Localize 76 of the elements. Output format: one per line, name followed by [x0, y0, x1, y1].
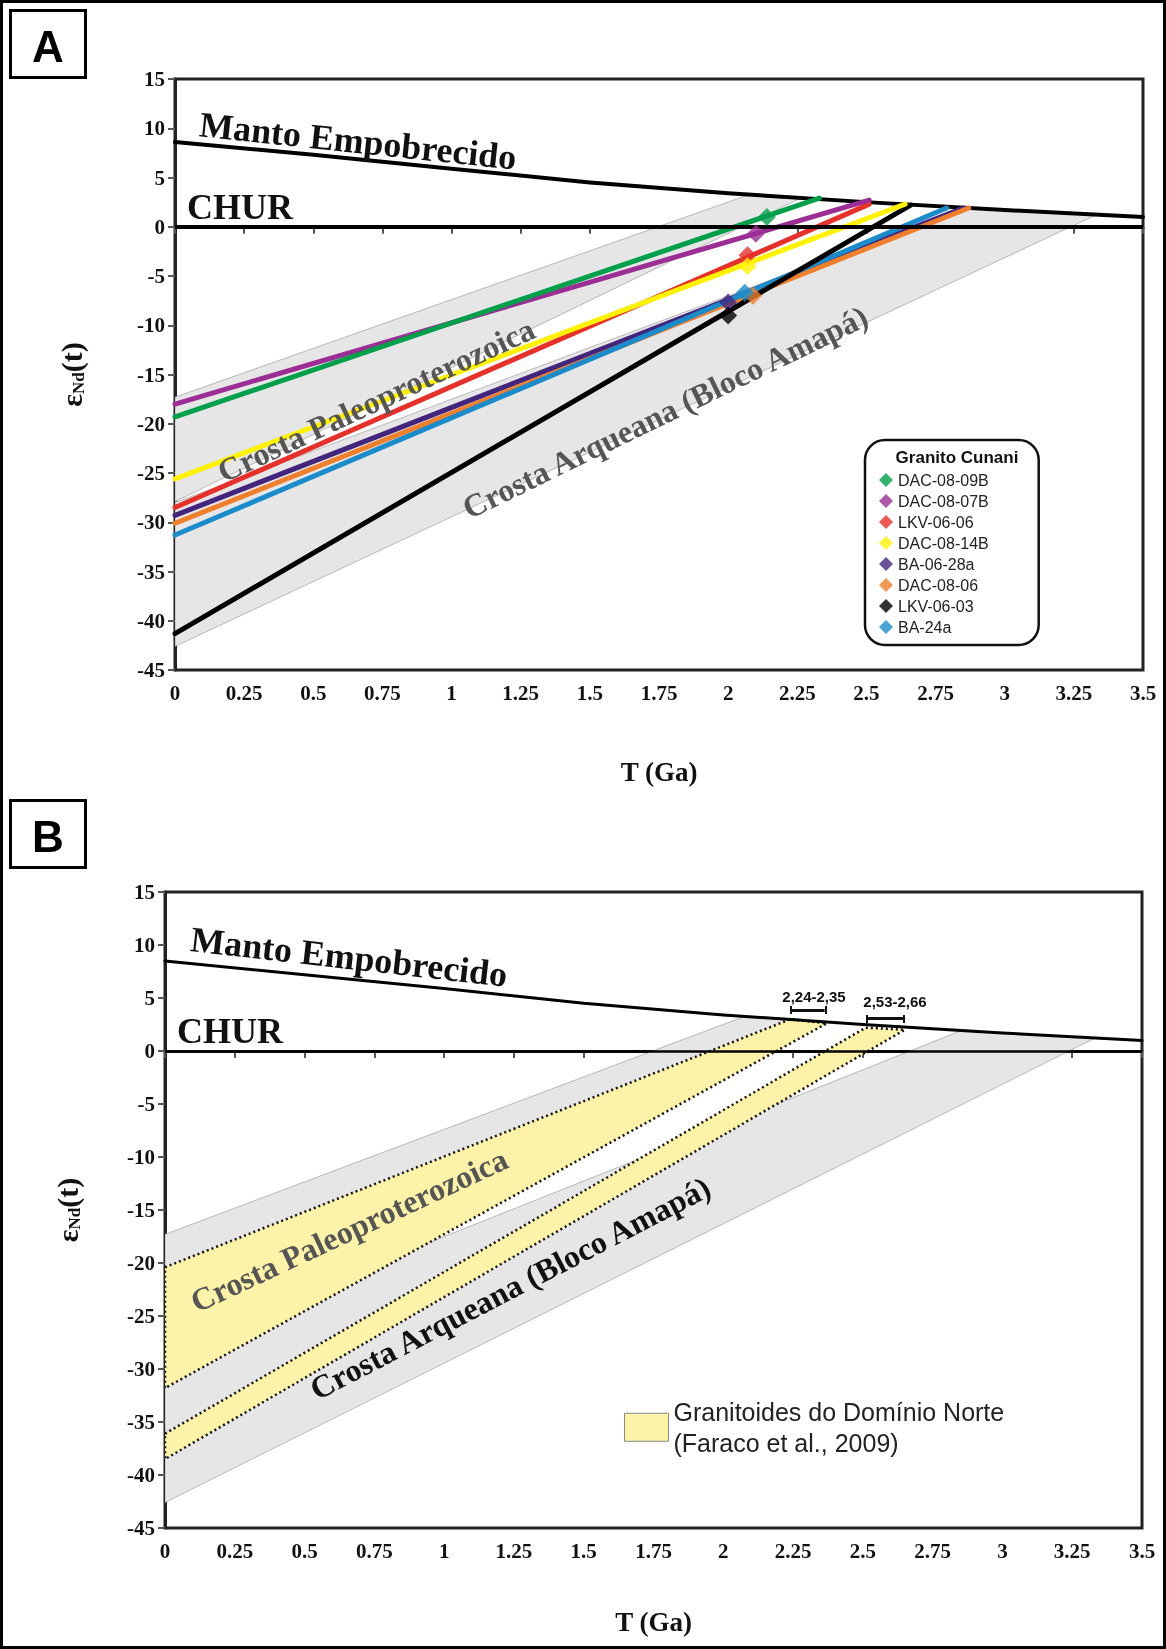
x-tick-label: 2 [718, 1538, 729, 1563]
x-tick-label: 1.75 [640, 680, 678, 705]
y-tick-label: -35 [127, 1410, 155, 1434]
y-tick-label: -5 [137, 1092, 155, 1116]
legend-label: DAC-08-07B [898, 492, 989, 510]
x-tick-label: 3.5 [1128, 1538, 1156, 1563]
y-tick-label: -45 [127, 1516, 155, 1540]
ref-line-label: CHUR [187, 186, 294, 227]
x-tick-label: 0.25 [225, 680, 263, 705]
annotation: 2,53-2,66 [863, 992, 927, 1010]
y-tick-label: -35 [137, 559, 165, 584]
y-tick-label: -10 [127, 1145, 155, 1169]
y-tick-label: -40 [127, 1463, 155, 1487]
legend-label: BA-06-28a [898, 555, 975, 573]
x-tick-label: 2.5 [853, 680, 880, 705]
y-tick-label: -10 [137, 313, 165, 338]
y-tick-label: 5 [144, 986, 155, 1010]
chart-title: B [32, 811, 64, 861]
legend-label: DAC-08-14B [898, 534, 989, 552]
x-tick-label: 1.75 [635, 1538, 672, 1563]
x-tick-label: 1.25 [495, 1538, 533, 1563]
y-tick-label: 10 [144, 116, 165, 141]
x-tick-label: 2 [722, 680, 734, 705]
legend-label: BA-24a [898, 618, 952, 636]
x-tick-label: 0.75 [364, 680, 401, 705]
x-tick-label: 1 [438, 1538, 450, 1563]
annotation: 2,24-2,35 [782, 987, 846, 1005]
x-tick-label: 2.75 [917, 680, 954, 705]
y-tick-label: -40 [137, 608, 165, 633]
y-axis-title: εNd(t) [55, 342, 89, 407]
y-tick-label: -30 [127, 1357, 155, 1381]
x-tick-label: 3.25 [1053, 1538, 1091, 1563]
x-tick-label: 2.5 [849, 1538, 876, 1563]
x-tick-label: 3.5 [1129, 680, 1157, 705]
legend-title: Granito Cunani [895, 447, 1019, 467]
y-tick-label: -15 [127, 1198, 155, 1222]
x-tick-label: 1.5 [576, 680, 603, 705]
x-tick-label: 3 [999, 680, 1010, 705]
legend-label: LKV-06-06 [898, 513, 974, 531]
legend-label: DAC-08-06 [898, 576, 979, 594]
annotation: Manto Empobrecido [197, 104, 519, 178]
x-axis-title: T (Ga) [620, 756, 698, 787]
y-tick-label: -25 [127, 1304, 155, 1328]
x-tick-label: 0.25 [216, 1538, 254, 1563]
x-tick-label: 1.25 [502, 680, 540, 705]
x-tick-label: 2.25 [778, 680, 816, 705]
legend-label: Granitoides do Domínio Norte (Faraco et al., 2009) [673, 1397, 1012, 1457]
legend-label: DAC-08-09B [898, 471, 989, 489]
x-tick-label: 1.5 [570, 1538, 597, 1563]
y-tick-label: -5 [147, 264, 165, 288]
ref-line-label: CHUR [177, 1011, 284, 1051]
x-tick-label: 0.75 [355, 1538, 393, 1563]
y-tick-label: 15 [144, 67, 165, 91]
y-tick-label: 15 [134, 880, 155, 904]
x-tick-label: 0.5 [300, 680, 327, 705]
x-tick-label: 2.75 [914, 1538, 952, 1563]
y-tick-label: 0 [154, 214, 165, 239]
x-tick-label: 0.5 [291, 1538, 318, 1563]
y-tick-label: -30 [137, 510, 165, 535]
legend-label: LKV-06-03 [898, 597, 974, 615]
x-tick-label: 1 [446, 680, 457, 705]
annotation: Manto Empobrecido [188, 919, 510, 995]
x-tick-label: 3.25 [1055, 680, 1093, 705]
y-tick-label: 5 [154, 165, 165, 190]
x-tick-label: 2.25 [774, 1538, 812, 1563]
y-axis-title: εNd(t) [51, 1177, 85, 1243]
chart-title: A [32, 21, 64, 71]
y-tick-label: -15 [137, 362, 165, 387]
x-tick-label: 3 [997, 1538, 1008, 1563]
y-tick-label: -20 [137, 411, 165, 436]
y-tick-label: -25 [137, 461, 165, 485]
y-tick-label: -20 [127, 1251, 155, 1275]
x-axis-title: T (Ga) [615, 1606, 692, 1637]
y-tick-label: 0 [144, 1039, 155, 1063]
y-tick-label: 10 [134, 933, 155, 957]
y-tick-label: -45 [137, 658, 165, 682]
